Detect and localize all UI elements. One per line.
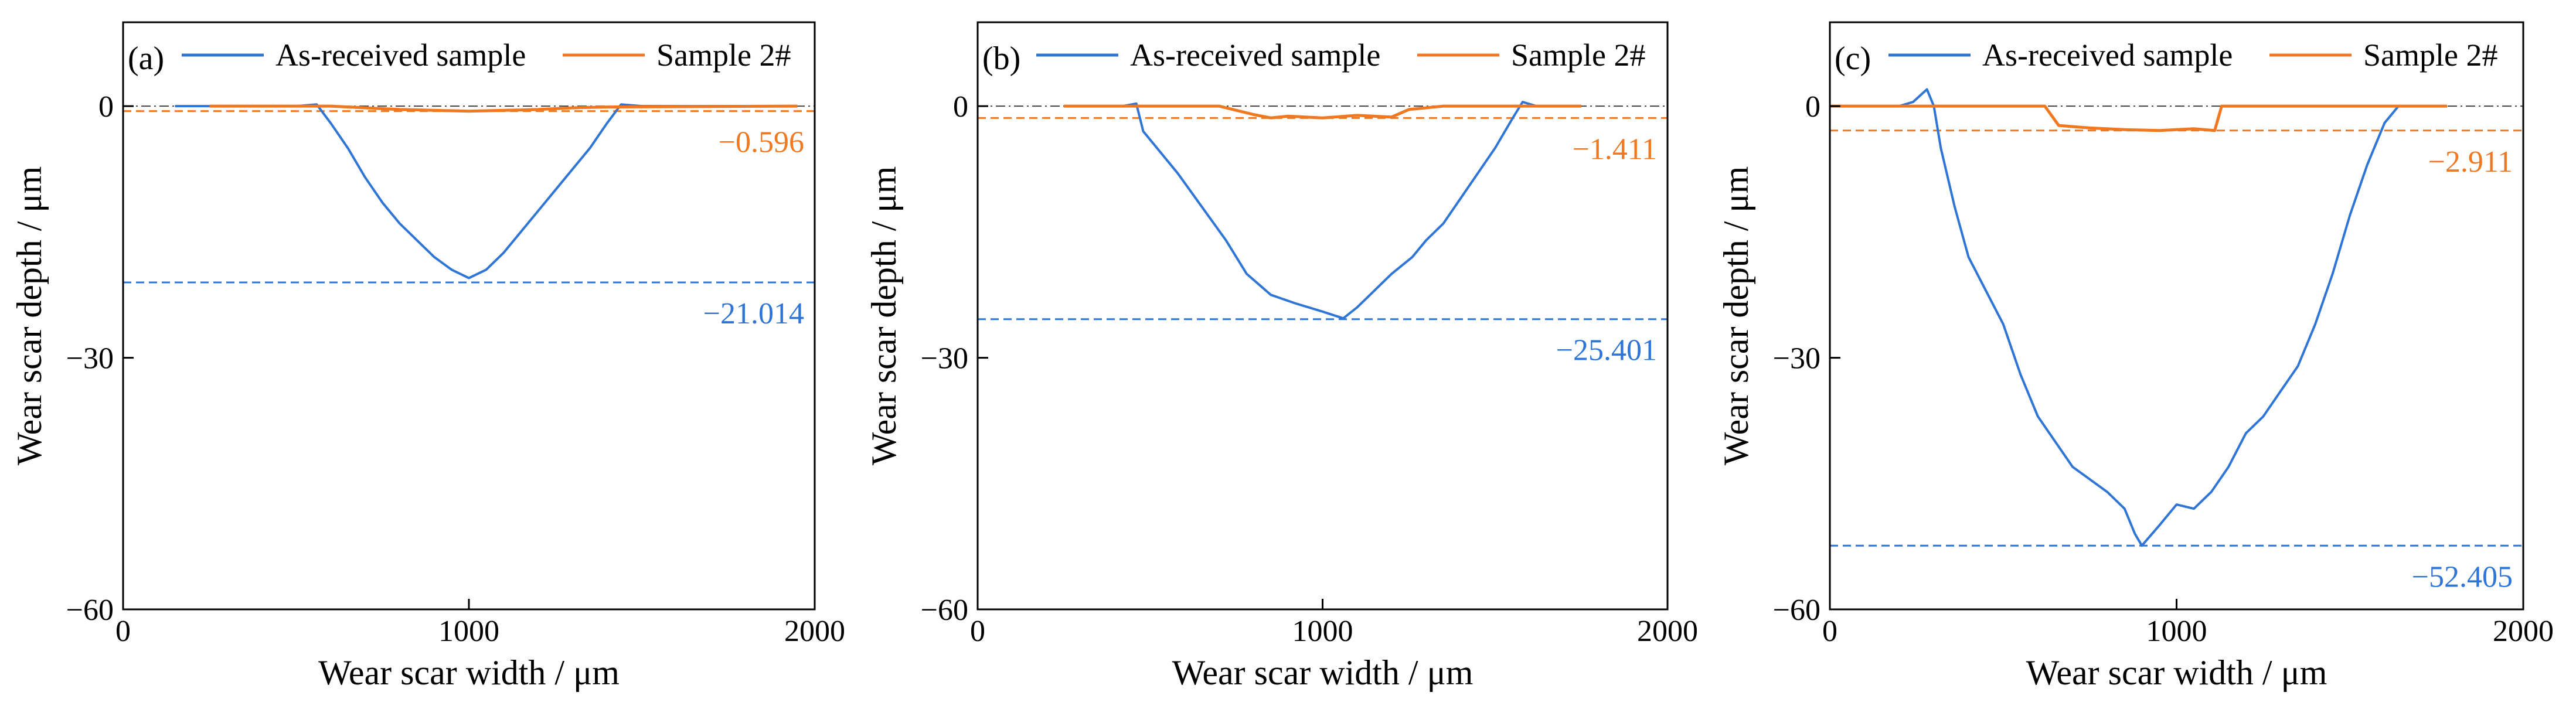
y-axis-title: Wear scar depth / μm: [10, 166, 49, 465]
reference-value-label: −2.911: [2428, 145, 2513, 179]
y-tick-label: −60: [1773, 594, 1820, 627]
y-axis-title: Wear scar depth / μm: [865, 166, 903, 465]
series-line-as-received: [1067, 101, 1581, 320]
y-tick-label: 0: [953, 90, 968, 124]
x-axis-title: Wear scar width / μm: [1172, 653, 1474, 692]
chart-panel-2: −1.411 −25.401 0 1000 2000 0 −30 −60 Wear scar w…: [865, 21, 1698, 692]
x-tick-label: 0: [115, 615, 131, 648]
legend-label-sample2: Sample 2#: [1511, 37, 1645, 73]
legend-label-as-received: As-received sample: [1982, 37, 2233, 73]
x-axis-title: Wear scar width / μm: [2026, 653, 2327, 692]
chart-panel-1: −0.596 −21.014 0 1000 2000 0 −30 −60 Wear scar w…: [10, 21, 845, 692]
y-tick-label: −60: [921, 594, 968, 627]
x-tick-label: 1000: [438, 615, 499, 648]
series-line-sample2: [209, 104, 798, 113]
y-tick-label: −30: [66, 342, 114, 376]
y-tick-label: 0: [1805, 90, 1820, 124]
legend-label-as-received: As-received sample: [275, 37, 526, 73]
reference-value-label: −0.596: [719, 126, 804, 159]
x-tick-label: 1000: [1292, 615, 1353, 648]
y-tick-label: 0: [98, 90, 114, 124]
y-axis-title: Wear scar depth / μm: [1717, 166, 1755, 465]
series-line-as-received: [1830, 88, 2447, 547]
reference-value-label: −1.411: [1573, 132, 1657, 166]
legend-label-sample2: Sample 2#: [2363, 37, 2497, 73]
series-line-sample2: [1830, 104, 2447, 132]
x-tick-label: 2000: [1637, 615, 1698, 648]
plot-frame: [976, 21, 1669, 611]
chart-panel-3: −2.911 −52.405 0 1000 2000 0 −30 −60 Wear scar w…: [1717, 21, 2554, 692]
x-tick-label: 2000: [2493, 615, 2554, 648]
x-tick-label: 2000: [784, 615, 845, 648]
series-line-as-received: [175, 103, 798, 279]
panel-tag: (a): [128, 40, 164, 77]
reference-value-label: −25.401: [1556, 334, 1657, 367]
series-line-sample2: [1064, 104, 1581, 120]
panel-tag: (b): [982, 40, 1020, 77]
legend-label-as-received: As-received sample: [1130, 37, 1380, 73]
reference-value-label: −52.405: [2412, 560, 2513, 594]
legend-label-sample2: Sample 2#: [656, 37, 791, 73]
reference-value-label: −21.014: [703, 297, 804, 330]
y-tick-label: −30: [921, 342, 968, 376]
y-tick-label: −60: [66, 594, 114, 627]
x-axis-title: Wear scar width / μm: [318, 653, 620, 692]
x-tick-label: 0: [1822, 615, 1837, 648]
x-tick-label: 1000: [2146, 615, 2207, 648]
y-tick-label: −30: [1773, 342, 1820, 376]
x-tick-label: 0: [970, 615, 985, 648]
panel-tag: (c): [1835, 40, 1871, 77]
